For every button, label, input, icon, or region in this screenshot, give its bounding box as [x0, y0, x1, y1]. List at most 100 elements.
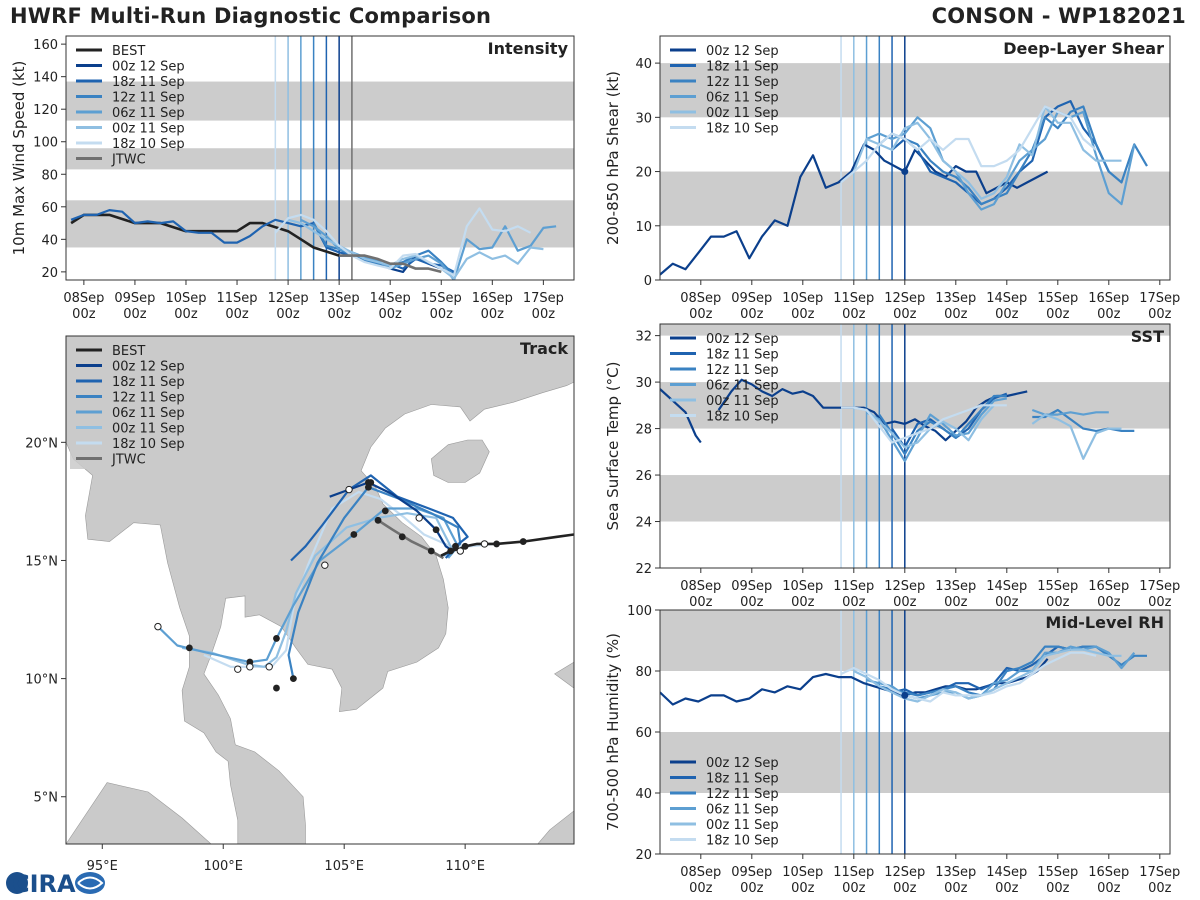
x-tick-date: 14Sep: [986, 865, 1027, 880]
track-dot: [374, 516, 382, 524]
x-tick-hour: 00z: [1148, 881, 1172, 896]
y-tick-label: 80: [41, 168, 58, 183]
x-tick-hour: 00z: [791, 595, 815, 610]
y-tick-label: 100: [33, 136, 58, 151]
track-dot: [452, 542, 459, 550]
track-dot: [381, 507, 389, 515]
x-tick-hour: 00z: [430, 307, 454, 322]
x-tick-hour: 00z: [740, 881, 764, 896]
page-title: HWRF Multi-Run Diagnostic Comparison: [10, 4, 492, 28]
y-tick-label: 28: [635, 423, 652, 438]
x-tick-hour: 00z: [1148, 307, 1172, 322]
logo-globe-icon: [6, 872, 28, 894]
legend-label: 00z 12 Sep: [706, 44, 779, 59]
legend-label: 12z 11 Sep: [112, 391, 185, 406]
x-tick-date: 14Sep: [986, 291, 1027, 306]
track-dot: [447, 547, 455, 555]
plot-frame: [659, 323, 1171, 569]
x-tick-hour: 00z: [1046, 307, 1070, 322]
legend-label: 00z 11 Sep: [706, 394, 779, 409]
track-dot: [398, 533, 406, 541]
x-tick-date: 08Sep: [680, 291, 721, 306]
y-axis-label: 700-500 hPa Humidity (%): [604, 633, 622, 831]
legend-label: 18z 10 Sep: [112, 137, 185, 152]
track-dot-hollow: [480, 540, 489, 548]
y-tick-label: 40: [635, 57, 652, 72]
x-tick-date: 10Sep: [782, 865, 823, 880]
y-tick-label: 20: [41, 266, 58, 281]
x-tick-hour: 00z: [689, 881, 713, 896]
x-tick-hour: 00z: [995, 307, 1019, 322]
x-tick-date: 17Sep: [1139, 291, 1180, 306]
legend-label: 18z 10 Sep: [706, 410, 779, 425]
land-borneo: [537, 810, 574, 844]
legend-label: 00z 11 Sep: [706, 106, 779, 121]
y-tick-label: 26: [635, 469, 652, 484]
y-tick-label: 120: [33, 103, 58, 118]
x-tick-date: 09Sep: [114, 291, 155, 306]
legend-label: 12z 11 Sep: [706, 787, 779, 802]
track-dot: [461, 542, 469, 550]
x-tick-date: 15Sep: [421, 291, 462, 306]
x-tick-date: 11Sep: [833, 291, 874, 306]
series-group: [660, 100, 1148, 276]
track-group: [154, 474, 574, 692]
x-tick-hour: 00z: [689, 307, 713, 322]
band: [660, 732, 1170, 793]
band: [66, 81, 574, 121]
logo-swirl-icon: [75, 872, 105, 894]
band: [660, 324, 1170, 336]
storm-title: CONSON - WP182021: [931, 4, 1186, 28]
track-dot: [350, 531, 358, 538]
x-tick-date: 13Sep: [935, 579, 976, 594]
lon-label: 95°E: [87, 859, 118, 874]
series-line-00z-11-sep: [287, 218, 544, 280]
y-axis-label: 200-850 hPa Shear (kt): [604, 71, 622, 245]
y-tick-label: 40: [41, 233, 58, 248]
y-tick-label: 40: [635, 787, 652, 802]
land-islands: [554, 661, 574, 689]
x-tick-hour: 00z: [740, 307, 764, 322]
track-dot: [432, 526, 440, 534]
legend-label: 12z 11 Sep: [112, 91, 185, 106]
y-tick-label: 24: [635, 516, 652, 531]
track-dot: [427, 547, 435, 555]
map-frame: [65, 335, 575, 845]
x-tick-hour: 00z: [379, 307, 403, 322]
panel-shear: 01020304008Sep00z09Sep00z10Sep00z11Sep00…: [604, 35, 1180, 322]
y-tick-label: 30: [635, 376, 652, 391]
series-line-18z-10-sep: [274, 207, 532, 277]
legend-label: 00z 12 Sep: [112, 60, 185, 75]
x-tick-hour: 00z: [995, 881, 1019, 896]
lat-label: 5°N: [34, 791, 59, 806]
x-tick-hour: 00z: [842, 307, 866, 322]
x-tick-hour: 00z: [893, 307, 917, 322]
legend-label: 18z 11 Sep: [112, 75, 185, 90]
x-tick-date: 17Sep: [1139, 865, 1180, 880]
y-tick-label: 60: [635, 726, 652, 741]
x-tick-date: 12Sep: [268, 291, 309, 306]
track-dot: [364, 483, 372, 491]
panel-intensity: 2040608010012014016008Sep00z09Sep00z10Se…: [10, 35, 575, 322]
x-tick-date: 16Sep: [472, 291, 513, 306]
lat-label: 15°N: [25, 554, 58, 569]
legend-label: 06z 11 Sep: [706, 379, 779, 394]
cira-logo: CIRA: [6, 870, 105, 898]
track-dot: [493, 540, 500, 548]
x-tick-hour: 00z: [689, 595, 713, 610]
x-tick-date: 11Sep: [833, 579, 874, 594]
legend-label: 00z 12 Sep: [706, 756, 779, 771]
track-dot: [273, 684, 280, 692]
x-tick-hour: 00z: [740, 595, 764, 610]
legend-label: 18z 11 Sep: [112, 375, 185, 390]
track-dot-hollow: [321, 561, 329, 569]
x-tick-date: 10Sep: [165, 291, 206, 306]
x-tick-date: 12Sep: [884, 865, 925, 880]
y-tick-label: 100: [627, 604, 652, 619]
y-tick-label: 80: [635, 665, 652, 680]
series-line-00z-11-sep: [853, 648, 1122, 703]
legend-label: 00z 11 Sep: [706, 818, 779, 833]
